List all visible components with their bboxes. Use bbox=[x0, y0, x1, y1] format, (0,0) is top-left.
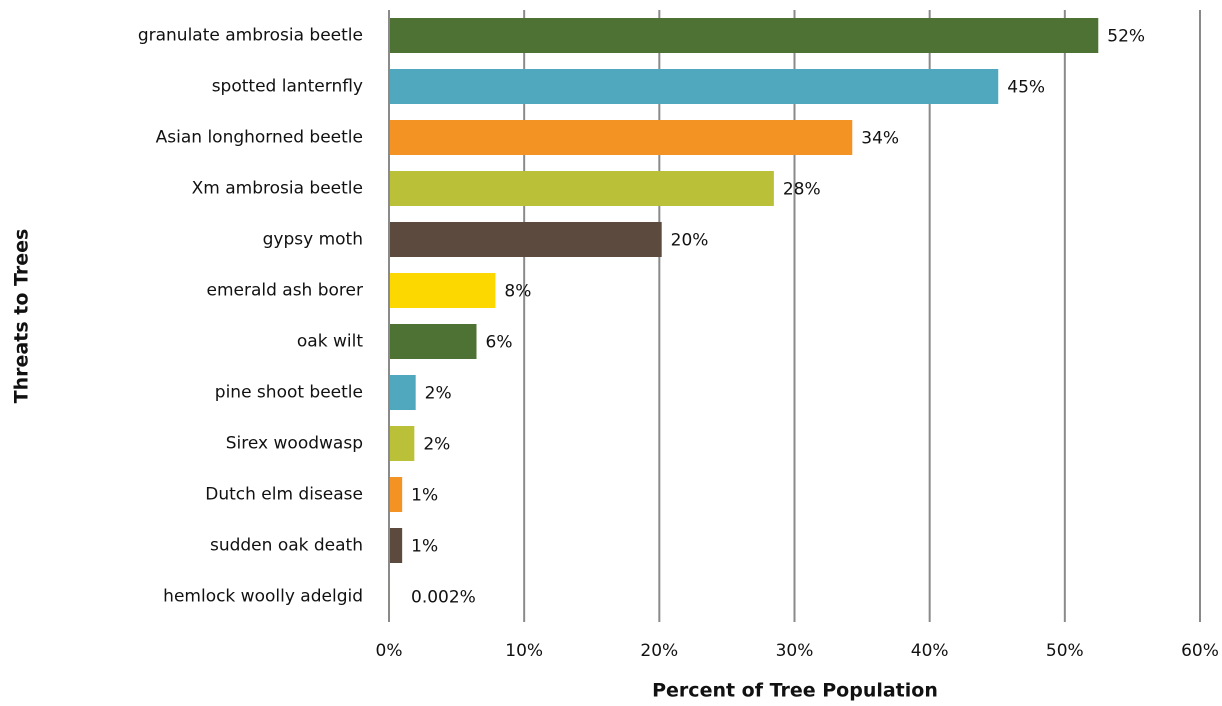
value-label: 20% bbox=[671, 231, 709, 251]
bar bbox=[390, 324, 477, 359]
y-tick-label: Xm ambrosia beetle bbox=[192, 179, 363, 199]
value-label: 8% bbox=[504, 282, 531, 302]
y-tick-label: pine shoot beetle bbox=[215, 383, 363, 403]
value-label: 28% bbox=[783, 180, 821, 200]
bar bbox=[390, 171, 774, 206]
x-tick-label: 0% bbox=[376, 641, 403, 661]
x-axis-title: Percent of Tree Population bbox=[652, 680, 938, 702]
value-label: 1% bbox=[411, 537, 438, 557]
x-tick-label: 60% bbox=[1181, 641, 1219, 661]
value-label: 1% bbox=[411, 486, 438, 506]
y-tick-label: emerald ash borer bbox=[206, 281, 363, 301]
y-tick-label: oak wilt bbox=[297, 332, 363, 352]
value-label: 34% bbox=[861, 129, 899, 149]
y-tick-label: granulate ambrosia beetle bbox=[138, 26, 363, 46]
bar bbox=[390, 18, 1099, 53]
x-tick-label: 40% bbox=[911, 641, 949, 661]
value-label: 2% bbox=[425, 384, 452, 404]
y-tick-label: Sirex woodwasp bbox=[226, 434, 363, 454]
x-tick-label: 20% bbox=[640, 641, 678, 661]
y-tick-label: Asian longhorned beetle bbox=[156, 128, 363, 148]
value-label: 0.002% bbox=[411, 588, 476, 608]
value-label: 45% bbox=[1007, 78, 1045, 98]
y-tick-label: sudden oak death bbox=[210, 536, 363, 556]
value-label: 6% bbox=[486, 333, 513, 353]
value-label: 2% bbox=[423, 435, 450, 455]
x-tick-label: 30% bbox=[776, 641, 814, 661]
value-label: 52% bbox=[1107, 27, 1145, 47]
y-tick-label: hemlock woolly adelgid bbox=[163, 587, 363, 607]
bar bbox=[390, 375, 416, 410]
bar bbox=[390, 120, 853, 155]
x-tick-label: 50% bbox=[1046, 641, 1084, 661]
x-tick-label: 10% bbox=[505, 641, 543, 661]
bar bbox=[390, 528, 403, 563]
bar bbox=[390, 222, 662, 257]
bar bbox=[390, 426, 415, 461]
y-axis-title: Threats to Trees bbox=[11, 229, 33, 404]
y-tick-label: Dutch elm disease bbox=[205, 485, 363, 505]
y-tick-label: spotted lanternfly bbox=[212, 77, 363, 97]
bar bbox=[390, 273, 496, 308]
bar bbox=[390, 477, 403, 512]
y-tick-label: gypsy moth bbox=[263, 230, 363, 250]
bar bbox=[390, 69, 999, 104]
